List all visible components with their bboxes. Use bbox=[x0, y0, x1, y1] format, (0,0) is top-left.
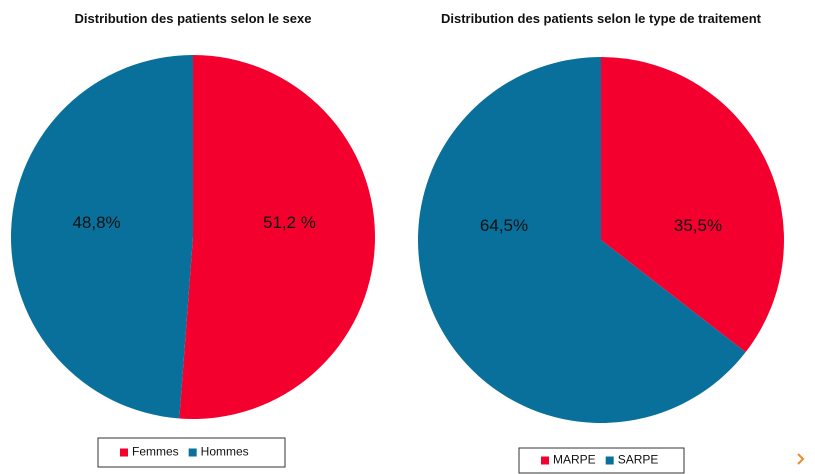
legend-label: Hommes bbox=[201, 445, 249, 459]
legend-box bbox=[518, 447, 685, 474]
data-label: 64,5% bbox=[480, 216, 528, 235]
legend-swatch bbox=[120, 448, 128, 457]
pie-slice bbox=[179, 55, 375, 419]
legend-swatch bbox=[188, 448, 197, 457]
data-label: 48,8% bbox=[72, 213, 120, 232]
next-arrow bbox=[797, 453, 805, 465]
chart-title: Distribution des patients selon le sexe bbox=[75, 11, 312, 26]
legend-swatch bbox=[541, 456, 549, 465]
data-label: 35,5% bbox=[674, 216, 722, 235]
data-label: 51,2 % bbox=[263, 213, 316, 232]
legend-label: Femmes bbox=[132, 445, 179, 459]
chart-title: Distribution des patients selon le type … bbox=[441, 11, 762, 26]
pie-slice bbox=[417, 57, 746, 423]
legend-swatch bbox=[605, 456, 614, 465]
pie-slice bbox=[10, 55, 194, 419]
legend-label: SARPE bbox=[618, 453, 659, 467]
legend-label: MARPE bbox=[553, 453, 596, 467]
pie-slice bbox=[601, 57, 784, 353]
